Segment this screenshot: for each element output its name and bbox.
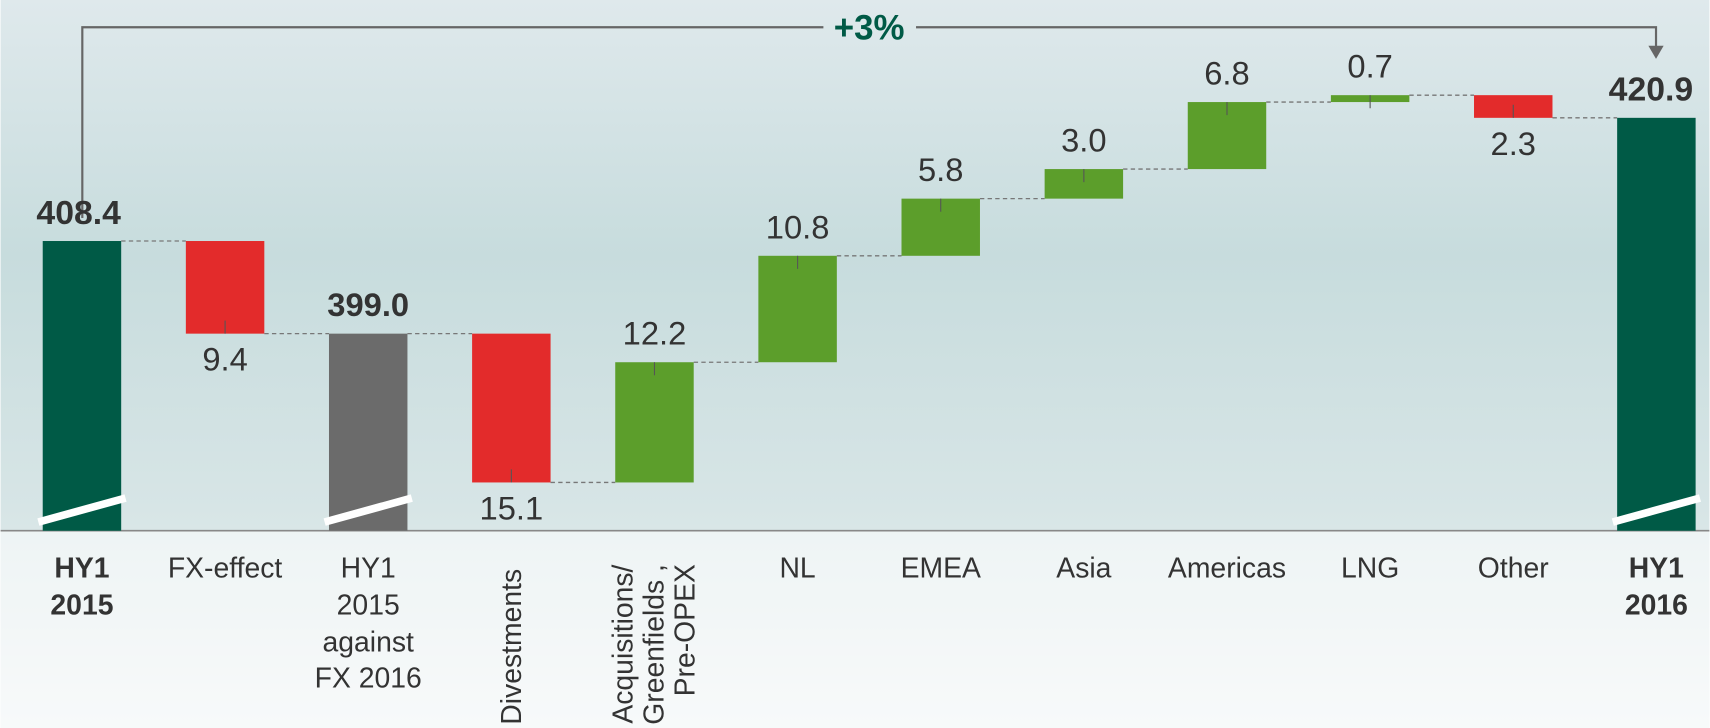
bar	[615, 362, 694, 483]
value-label: 6.8	[1204, 55, 1249, 92]
bar	[1617, 117, 1696, 531]
category-slot: Acquisitions/ Greenfields , Pre-OPEX	[606, 564, 702, 725]
x-tick-label: HY1 2016	[1624, 551, 1688, 621]
annotation: +3%	[834, 9, 905, 48]
axis-break	[323, 494, 413, 526]
x-tick-label: Acquisitions/ Greenfields , Pre-OPEX	[606, 564, 702, 725]
value-label: 2.3	[1491, 125, 1536, 162]
value-label: 408.4	[36, 194, 121, 232]
x-tick-label: HY1 2015 against FX 2016	[314, 551, 422, 695]
category-slot: HY1 2015	[50, 551, 114, 621]
category-slot: HY1 2015 against FX 2016	[314, 551, 422, 695]
x-tick-label: Americas	[1167, 551, 1287, 585]
bar	[185, 241, 265, 334]
x-tick-label: NL	[779, 551, 816, 585]
value-label: 5.8	[918, 151, 963, 188]
x-tick-label: LNG	[1340, 551, 1400, 585]
bar	[328, 333, 408, 531]
bracket	[81, 26, 1658, 218]
axis-break	[37, 494, 127, 526]
x-tick-label: Divestments	[494, 568, 528, 725]
category-slot: Asia	[1056, 551, 1112, 585]
category-slot: HY1 2016	[1624, 551, 1688, 621]
x-tick-label: HY1 2015	[50, 551, 114, 621]
x-tick-label: EMEA	[900, 551, 981, 585]
value-label: 399.0	[327, 286, 409, 323]
value-label: 420.9	[1609, 71, 1694, 109]
category-slot: NL	[779, 551, 816, 585]
category-slot: Americas	[1167, 551, 1287, 585]
value-label: 12.2	[623, 315, 687, 352]
category-slot: Divestments	[494, 568, 528, 725]
category-slot: LNG	[1340, 551, 1400, 585]
value-label: 0.7	[1347, 48, 1392, 85]
value-label: 9.4	[202, 341, 247, 378]
category-slot: FX-effect	[167, 551, 283, 585]
value-label: 3.0	[1061, 122, 1106, 159]
category-slot: EMEA	[900, 551, 981, 585]
value-label: 15.1	[480, 489, 544, 526]
bar	[472, 333, 551, 483]
category-slot: Other	[1477, 551, 1549, 585]
value-label: 10.8	[766, 208, 830, 245]
x-tick-label: FX-effect	[167, 551, 283, 585]
bracket-arrow	[1648, 45, 1664, 59]
bar	[758, 255, 837, 363]
x-tick-label: Asia	[1056, 551, 1112, 585]
label-area	[0, 530, 1710, 728]
bar	[42, 241, 122, 531]
x-tick-label: Other	[1477, 551, 1549, 585]
axis-break	[1611, 494, 1701, 526]
